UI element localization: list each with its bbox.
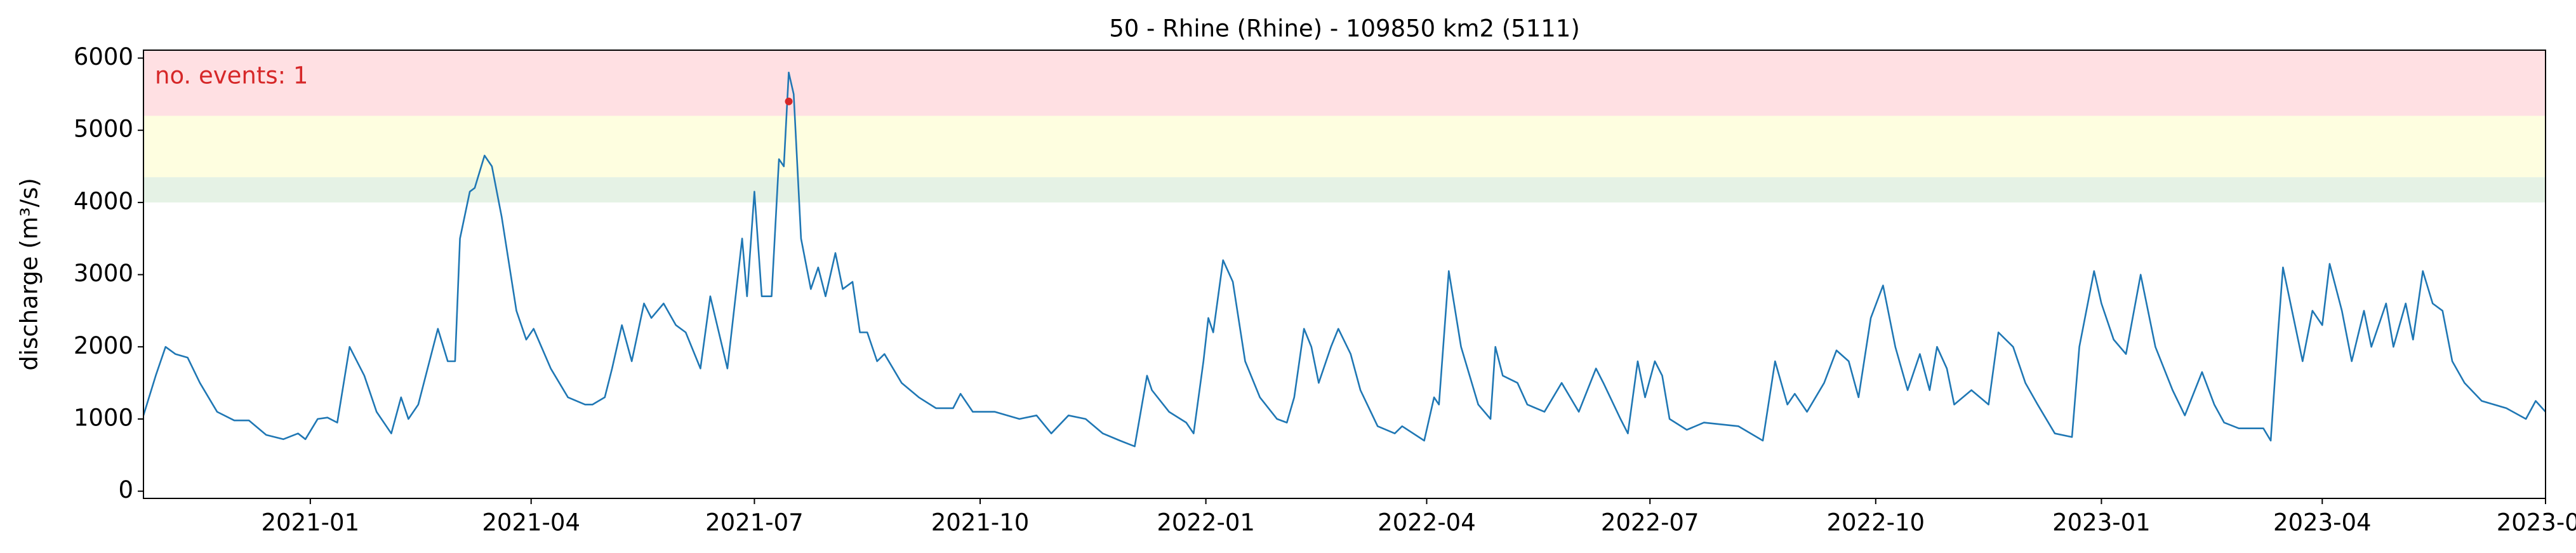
series-line bbox=[142, 71, 2546, 448]
threshold-band bbox=[143, 116, 2546, 178]
y-tick-label: 2000 bbox=[74, 332, 133, 359]
annotation: no. events: 1 bbox=[155, 62, 308, 90]
x-tick-label: 2023-04 bbox=[2273, 509, 2372, 536]
y-tick-label: 1000 bbox=[74, 404, 133, 431]
chart-title: 50 - Rhine (Rhine) - 109850 km2 (5111) bbox=[1109, 15, 1580, 43]
threshold-band bbox=[143, 50, 2546, 116]
x-tick-label: 2022-07 bbox=[1601, 509, 1699, 536]
threshold-band bbox=[143, 177, 2546, 203]
y-tick-label: 3000 bbox=[74, 260, 133, 287]
y-tick-label: 6000 bbox=[74, 43, 133, 70]
x-tick-label: 2021-10 bbox=[931, 509, 1030, 536]
event-marker bbox=[785, 97, 793, 105]
y-tick-label: 4000 bbox=[74, 187, 133, 215]
x-tick-label: 2023-01 bbox=[2052, 509, 2151, 536]
y-tick-label: 5000 bbox=[74, 116, 133, 143]
plot-frame bbox=[143, 50, 2546, 499]
x-tick-label: 2023-07 bbox=[2497, 509, 2576, 536]
x-tick-label: 2021-07 bbox=[705, 509, 804, 536]
y-tick-label: 0 bbox=[118, 476, 133, 503]
x-tick-label: 2022-01 bbox=[1157, 509, 1255, 536]
x-tick-label: 2021-04 bbox=[482, 509, 580, 536]
x-tick-label: 2022-04 bbox=[1378, 509, 1476, 536]
x-tick-label: 2022-10 bbox=[1827, 509, 1925, 536]
x-tick-label: 2021-01 bbox=[262, 509, 360, 536]
y-axis-label: discharge (m³/s) bbox=[16, 178, 43, 371]
